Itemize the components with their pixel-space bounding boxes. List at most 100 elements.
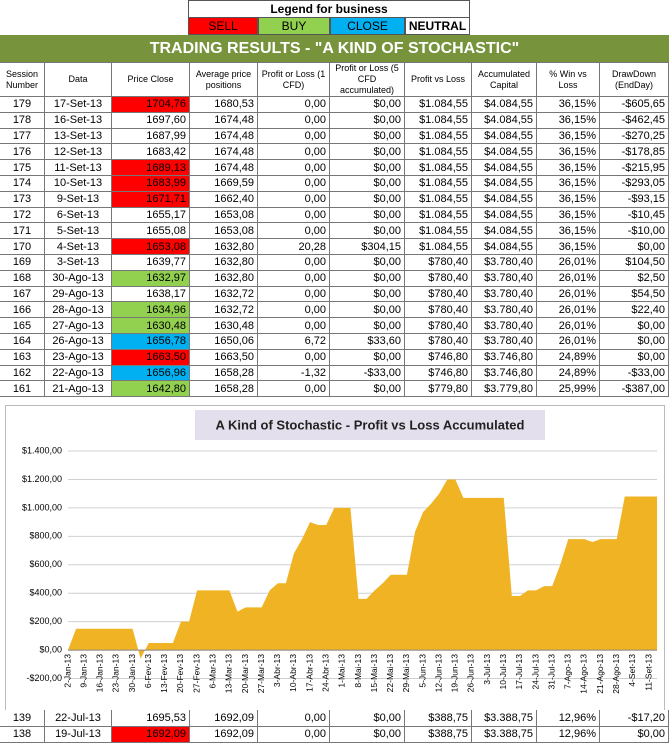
table-cell: 1642,80: [112, 381, 190, 398]
x-tick-label: 24-Jul-13: [530, 654, 540, 690]
table-cell: 36,15%: [537, 207, 600, 224]
table-cell: $54,50: [600, 286, 669, 303]
table-cell: 138: [0, 726, 45, 743]
table-cell: 0,00: [258, 318, 330, 334]
column-header: Session Number: [0, 62, 45, 97]
table-cell: 1632,72: [190, 302, 258, 319]
x-tick-label: 28-Ago-13: [611, 654, 621, 694]
table-cell: 1650,06: [190, 334, 258, 350]
table-cell: $3.388,75: [472, 726, 537, 743]
y-tick-label: $1.200,00: [22, 474, 62, 484]
x-tick-label: 24-Abr-13: [320, 654, 330, 692]
x-tick-label: 27-Fev-13: [191, 654, 201, 693]
table-cell: $0,00: [330, 176, 405, 192]
column-header: Data: [45, 62, 112, 97]
table-cell: $0,00: [330, 207, 405, 224]
table-cell: 1638,17: [112, 286, 190, 303]
y-tick-label: -$200,00: [26, 673, 62, 683]
table-cell: 177: [0, 128, 45, 145]
x-tick-label: 3-Jul-13: [482, 654, 492, 685]
table-cell: $4.084,55: [472, 239, 537, 255]
column-header: DrawDown (EndDay): [600, 62, 669, 97]
table-cell: -$10,45: [600, 207, 669, 224]
table-cell: $0,00: [330, 710, 405, 727]
table-cell: $3.780,40: [472, 270, 537, 287]
table-cell: $0,00: [330, 318, 405, 334]
table-cell: $0,00: [330, 349, 405, 366]
table-cell: -$270,25: [600, 128, 669, 145]
table-cell: $4.084,55: [472, 144, 537, 161]
table-cell: 1653,08: [190, 223, 258, 240]
table-cell: 36,15%: [537, 128, 600, 145]
table-cell: 26,01%: [537, 255, 600, 271]
table-cell: 36,15%: [537, 97, 600, 113]
table-cell: $0,00: [330, 160, 405, 176]
table-cell: 171: [0, 223, 45, 240]
table-cell: 26,01%: [537, 334, 600, 350]
table-cell: 1653,08: [112, 239, 190, 255]
table-cell: 36,15%: [537, 223, 600, 240]
table-cell: 1639,77: [112, 255, 190, 271]
table-cell: 1680,53: [190, 97, 258, 113]
table-cell: 169: [0, 255, 45, 271]
x-tick-label: 1-Mai-13: [337, 654, 347, 688]
table-cell: 27-Ago-13: [45, 318, 112, 334]
table-cell: -$293,05: [600, 176, 669, 192]
table-cell: 4-Set-13: [45, 239, 112, 255]
y-tick-label: $400,00: [29, 588, 62, 598]
x-tick-label: 21-Ago-13: [595, 654, 605, 694]
chart-title-box: [195, 410, 545, 440]
table-cell: 0,00: [258, 349, 330, 366]
table-cell: 24,89%: [537, 349, 600, 366]
table-cell: 12,96%: [537, 710, 600, 727]
table-cell: $0,00: [600, 349, 669, 366]
table-cell: 1656,96: [112, 365, 190, 382]
table-cell: 26,01%: [537, 286, 600, 303]
table-cell: $304,15: [330, 239, 405, 255]
table-cell: 26,01%: [537, 302, 600, 319]
table-cell: -$93,15: [600, 191, 669, 208]
table-cell: 25,99%: [537, 381, 600, 398]
table-cell: 1669,59: [190, 176, 258, 192]
table-cell: 36,15%: [537, 160, 600, 176]
table-cell: 6,72: [258, 334, 330, 350]
legend-item: SELL: [188, 17, 258, 35]
table-cell: $780,40: [405, 270, 472, 287]
table-cell: 167: [0, 286, 45, 303]
legend-title: Legend for business: [188, 0, 470, 18]
table-cell: 162: [0, 365, 45, 382]
table-cell: $0,00: [600, 318, 669, 334]
table-cell: $3.779,80: [472, 381, 537, 398]
y-tick-label: $200,00: [29, 616, 62, 626]
table-cell: 5-Set-13: [45, 223, 112, 240]
table-cell: $388,75: [405, 710, 472, 727]
table-cell: $746,80: [405, 349, 472, 366]
table-cell: 0,00: [258, 191, 330, 208]
table-cell: 170: [0, 239, 45, 255]
x-tick-label: 30-Jan-13: [127, 654, 137, 693]
table-cell: 1655,17: [112, 207, 190, 224]
x-tick-label: 16-Jan-13: [95, 654, 105, 693]
table-cell: 1632,80: [190, 255, 258, 271]
table-cell: 1655,08: [112, 223, 190, 240]
table-cell: $3.780,40: [472, 286, 537, 303]
table-cell: $1.084,55: [405, 160, 472, 176]
column-header: Profit or Loss (1 CFD): [258, 62, 330, 97]
x-tick-label: 5-Jun-13: [417, 654, 427, 688]
table-cell: $4.084,55: [472, 223, 537, 240]
table-cell: 17-Set-13: [45, 97, 112, 113]
table-cell: 1653,08: [190, 207, 258, 224]
table-cell: 0,00: [258, 302, 330, 319]
table-cell: $1.084,55: [405, 128, 472, 145]
table-cell: $4.084,55: [472, 191, 537, 208]
x-tick-label: 2-Jan-13: [62, 654, 72, 688]
table-cell: 165: [0, 318, 45, 334]
table-cell: 1704,76: [112, 97, 190, 113]
table-cell: 1632,80: [190, 270, 258, 287]
table-cell: -1,32: [258, 365, 330, 382]
table-cell: $3.746,80: [472, 349, 537, 366]
table-cell: 1683,42: [112, 144, 190, 161]
table-cell: 20,28: [258, 239, 330, 255]
x-tick-label: 26-Jun-13: [466, 654, 476, 693]
